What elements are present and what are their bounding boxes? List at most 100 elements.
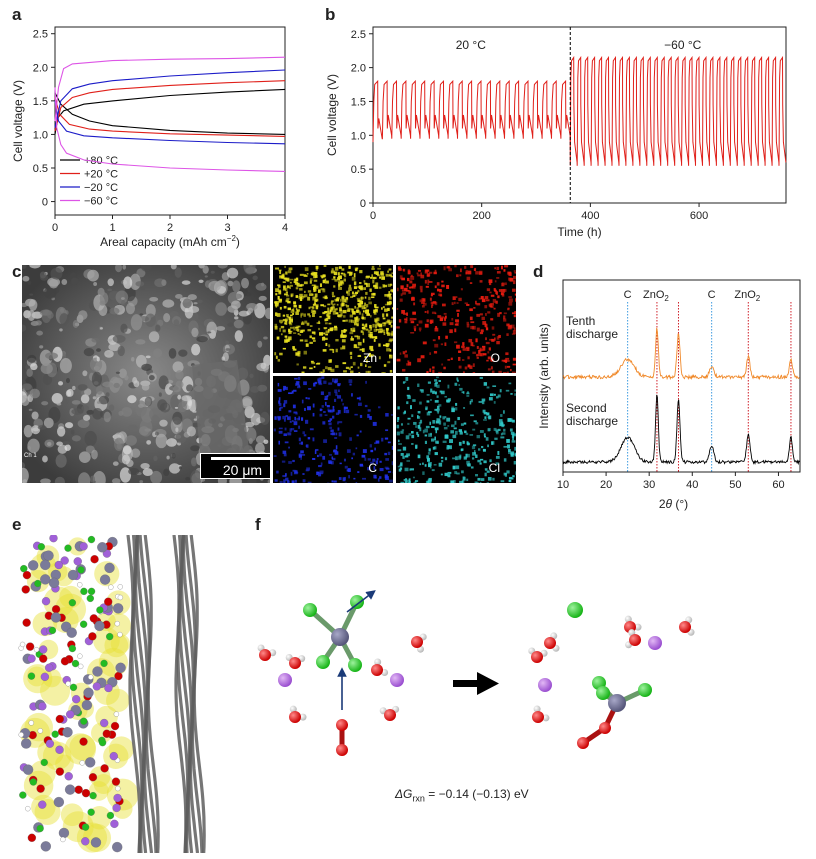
map-pixel xyxy=(495,462,500,465)
atom xyxy=(60,836,66,843)
map-pixel xyxy=(379,460,382,463)
map-pixel xyxy=(406,460,410,462)
map-pixel xyxy=(293,411,298,414)
map-pixel xyxy=(352,295,355,297)
map-pixel xyxy=(359,300,364,305)
sem-grain xyxy=(43,417,54,429)
map-pixel xyxy=(348,319,353,323)
hydrogen-atom xyxy=(634,623,642,631)
map-pixel xyxy=(329,453,333,456)
map-pixel xyxy=(324,414,328,417)
oxygen-atom xyxy=(532,711,544,723)
oxygen-atom xyxy=(371,664,383,676)
map-pixel xyxy=(470,325,475,330)
map-pixel xyxy=(322,349,327,352)
map-pixel xyxy=(364,457,367,461)
map-pixel xyxy=(405,350,407,353)
sem-grain xyxy=(204,275,208,278)
eds-map-cl-label: Cl xyxy=(488,461,500,475)
map-pixel xyxy=(302,479,306,483)
map-pixel xyxy=(412,476,415,479)
atom xyxy=(55,714,64,724)
oxygen-atom xyxy=(577,737,589,749)
sem-grain xyxy=(130,314,143,331)
map-pixel xyxy=(289,284,293,287)
sem-grain xyxy=(191,343,201,356)
map-pixel xyxy=(372,458,376,462)
map-pixel xyxy=(512,363,516,366)
map-pixel xyxy=(482,448,486,452)
map-pixel xyxy=(490,358,494,362)
map-pixel xyxy=(275,288,280,293)
map-pixel xyxy=(301,371,305,373)
y-tick-label: 2.0 xyxy=(351,63,366,75)
isosurface-blob xyxy=(69,734,96,761)
atom xyxy=(68,644,77,653)
map-pixel xyxy=(366,283,368,288)
map-pixel xyxy=(459,431,463,435)
map-pixel xyxy=(427,279,430,283)
map-pixel xyxy=(454,265,457,268)
map-pixel xyxy=(485,323,488,328)
map-pixel xyxy=(427,411,432,413)
map-pixel xyxy=(367,413,370,418)
reference-label: ZnO2 xyxy=(643,289,669,303)
map-pixel xyxy=(379,328,383,331)
map-pixel xyxy=(377,478,380,482)
map-pixel xyxy=(316,322,321,324)
map-pixel xyxy=(364,356,367,359)
map-pixel xyxy=(366,359,368,363)
map-pixel xyxy=(455,319,459,323)
isosurface-blob xyxy=(62,811,94,843)
map-pixel xyxy=(389,322,392,325)
map-pixel xyxy=(298,296,301,300)
map-pixel xyxy=(295,326,299,329)
map-pixel xyxy=(313,366,316,368)
map-pixel xyxy=(336,297,338,300)
map-pixel xyxy=(387,302,390,304)
map-pixel xyxy=(466,304,470,306)
map-pixel xyxy=(402,268,406,272)
map-pixel xyxy=(357,302,361,306)
atom xyxy=(81,837,90,846)
map-pixel xyxy=(458,365,462,369)
map-pixel xyxy=(364,282,368,285)
map-pixel xyxy=(314,381,317,385)
map-pixel xyxy=(485,327,489,331)
map-pixel xyxy=(503,312,507,315)
atom xyxy=(49,535,58,543)
map-pixel xyxy=(434,312,437,315)
map-pixel xyxy=(335,266,339,271)
sem-grain xyxy=(86,409,95,415)
chlorine-atom xyxy=(316,655,330,669)
map-pixel xyxy=(406,363,409,366)
sem-grain xyxy=(22,383,32,391)
panel-label-d: d xyxy=(533,262,544,281)
map-pixel xyxy=(274,352,277,356)
atom xyxy=(54,560,63,570)
map-pixel xyxy=(342,319,346,322)
sem-grain xyxy=(163,312,171,323)
map-pixel xyxy=(292,313,294,315)
map-pixel xyxy=(388,321,390,325)
map-pixel xyxy=(405,435,410,440)
map-pixel xyxy=(419,299,423,303)
map-pixel xyxy=(433,271,437,275)
map-pixel xyxy=(390,275,393,278)
map-pixel xyxy=(427,479,432,483)
map-pixel xyxy=(323,305,327,308)
map-pixel xyxy=(438,336,441,340)
map-pixel xyxy=(282,415,286,420)
map-pixel xyxy=(476,434,481,439)
atom xyxy=(22,570,32,580)
map-pixel xyxy=(488,347,491,351)
map-pixel xyxy=(291,390,294,394)
atom xyxy=(40,672,50,681)
map-pixel xyxy=(391,272,393,274)
map-pixel xyxy=(322,455,326,460)
map-pixel xyxy=(409,280,413,284)
map-pixel xyxy=(349,314,354,318)
map-pixel xyxy=(410,286,414,289)
map-pixel xyxy=(483,382,488,386)
map-pixel xyxy=(503,360,506,363)
